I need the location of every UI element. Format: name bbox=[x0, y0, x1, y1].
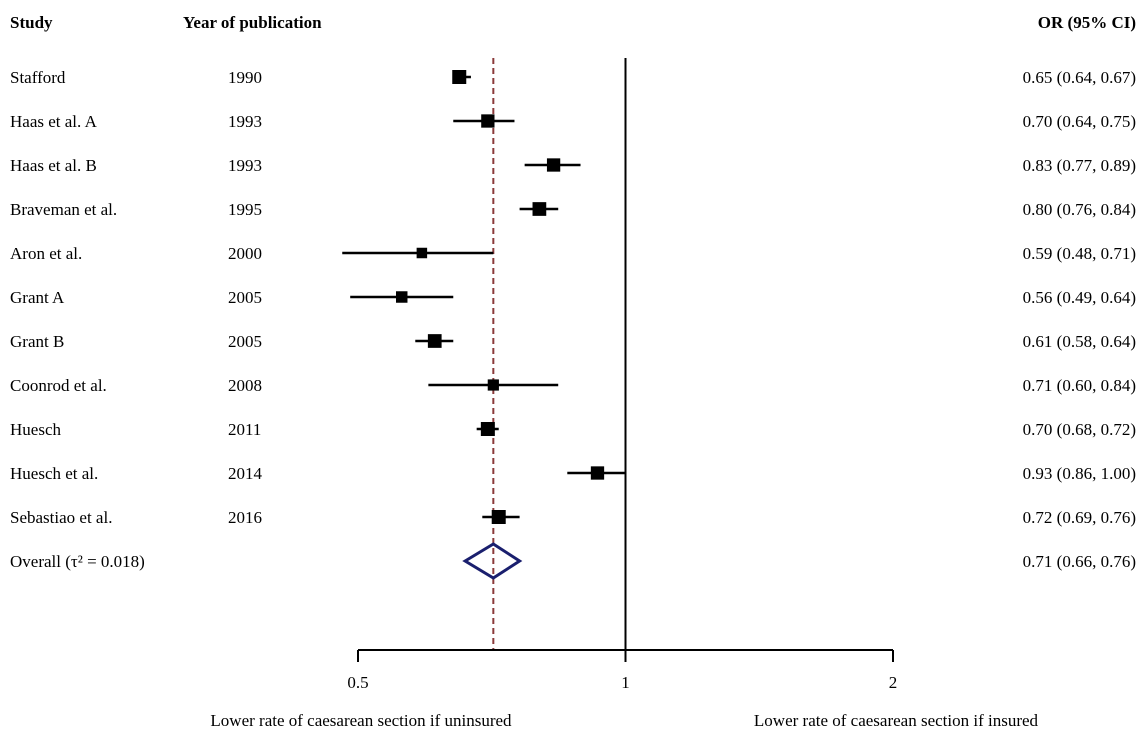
study-name: Braveman et al. bbox=[10, 200, 117, 219]
study-name: Aron et al. bbox=[10, 244, 82, 263]
point-estimate-marker bbox=[395, 291, 408, 303]
study-name: Coonrod et al. bbox=[10, 376, 107, 395]
study-or-ci: 0.59 (0.48, 0.71) bbox=[1023, 244, 1136, 263]
point-estimate-marker bbox=[546, 158, 561, 172]
xlabel-left: Lower rate of caesarean section if unins… bbox=[210, 711, 512, 730]
study-year: 1995 bbox=[228, 200, 262, 219]
study-year: 2008 bbox=[228, 376, 262, 395]
study-year: 2000 bbox=[228, 244, 262, 263]
point-estimate-marker bbox=[481, 114, 495, 128]
point-estimate-marker bbox=[480, 422, 495, 436]
study-year: 2014 bbox=[228, 464, 263, 483]
study-name: Haas et al. B bbox=[10, 156, 97, 175]
study-name: Grant B bbox=[10, 332, 64, 351]
study-or-ci: 0.93 (0.86, 1.00) bbox=[1023, 464, 1136, 483]
plot-marks bbox=[342, 58, 627, 650]
x-tick-label: 0.5 bbox=[347, 673, 368, 692]
study-or-ci: 0.83 (0.77, 0.89) bbox=[1023, 156, 1136, 175]
study-or-ci: 0.72 (0.69, 0.76) bbox=[1023, 508, 1136, 527]
study-or-ci: 0.70 (0.64, 0.75) bbox=[1023, 112, 1136, 131]
study-name: Huesch bbox=[10, 420, 61, 439]
overall-or-ci: 0.71 (0.66, 0.76) bbox=[1023, 552, 1136, 571]
study-or-ci: 0.56 (0.49, 0.64) bbox=[1023, 288, 1136, 307]
header-year: Year of publication bbox=[183, 13, 322, 32]
point-estimate-marker bbox=[427, 334, 442, 348]
x-tick-label: 1 bbox=[621, 673, 630, 692]
point-estimate-marker bbox=[487, 379, 499, 391]
study-or-ci: 0.80 (0.76, 0.84) bbox=[1023, 200, 1136, 219]
point-estimate-marker bbox=[416, 247, 428, 259]
study-year: 1993 bbox=[228, 112, 262, 131]
study-or-ci: 0.71 (0.60, 0.84) bbox=[1023, 376, 1136, 395]
x-tick-label: 2 bbox=[889, 673, 898, 692]
xlabel-right: Lower rate of caesarean section if insur… bbox=[754, 711, 1039, 730]
study-name: Sebastiao et al. bbox=[10, 508, 112, 527]
study-name: Stafford bbox=[10, 68, 66, 87]
overall-diamond bbox=[462, 542, 523, 580]
study-name: Haas et al. A bbox=[10, 112, 98, 131]
study-year: 2011 bbox=[228, 420, 261, 439]
point-estimate-marker bbox=[491, 510, 506, 524]
point-estimate-marker bbox=[452, 70, 467, 84]
study-year: 1993 bbox=[228, 156, 262, 175]
header-or-ci: OR (95% CI) bbox=[1038, 13, 1136, 32]
study-or-ci: 0.61 (0.58, 0.64) bbox=[1023, 332, 1136, 351]
study-or-ci: 0.65 (0.64, 0.67) bbox=[1023, 68, 1136, 87]
study-year: 2016 bbox=[228, 508, 262, 527]
study-rows: Stafford 1990 0.65 (0.64, 0.67) Haas et al.… bbox=[10, 68, 1136, 571]
study-name: Grant A bbox=[10, 288, 65, 307]
point-estimate-marker bbox=[532, 202, 547, 216]
header-study: Study bbox=[10, 13, 53, 32]
study-or-ci: 0.70 (0.68, 0.72) bbox=[1023, 420, 1136, 439]
study-name: Huesch et al. bbox=[10, 464, 98, 483]
study-year: 1990 bbox=[228, 68, 262, 87]
overall-label: Overall (τ² = 0.018) bbox=[10, 552, 145, 571]
study-year: 2005 bbox=[228, 332, 262, 351]
x-axis: 0.5 1 2 bbox=[347, 649, 898, 692]
point-estimate-marker bbox=[590, 466, 605, 480]
study-year: 2005 bbox=[228, 288, 262, 307]
overall-tau: (τ² = 0.018) bbox=[65, 552, 145, 571]
